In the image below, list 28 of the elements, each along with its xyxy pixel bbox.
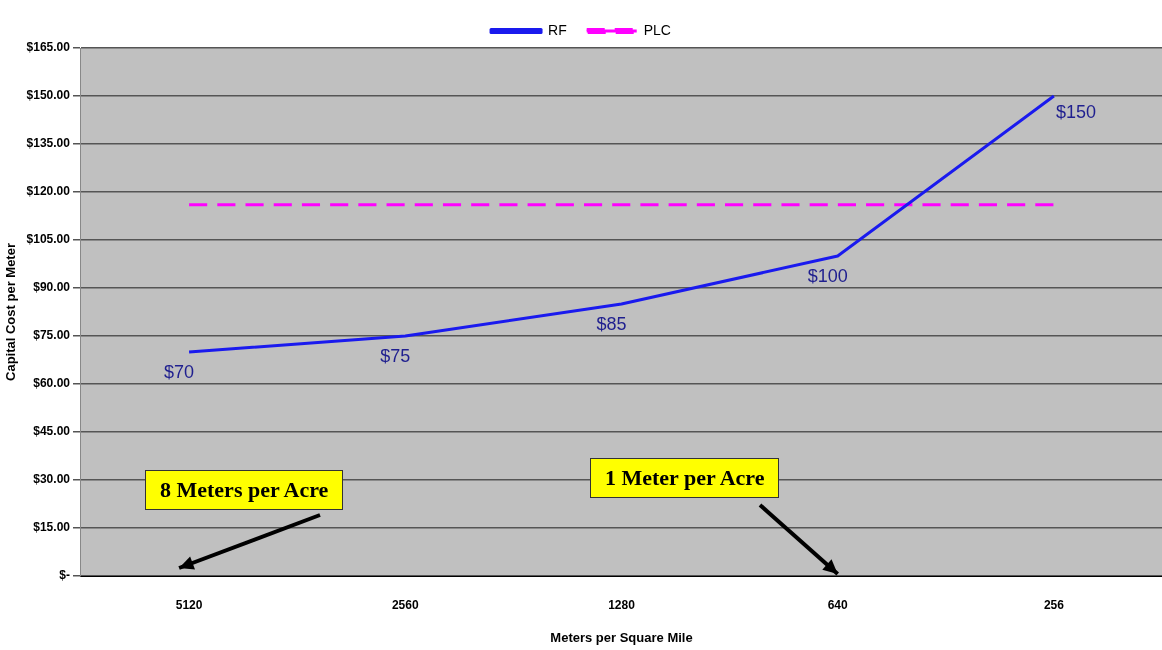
data-label: $75: [380, 345, 411, 366]
x-axis-title: Meters per Square Mile: [550, 629, 693, 645]
y-axis-title: Capital Cost per Meter: [3, 243, 19, 381]
legend-label: RF: [548, 21, 567, 38]
annotation: 1 Meter per Acre: [590, 458, 780, 498]
x-tick-label: 2560: [391, 597, 419, 612]
y-tick-label: $150.00: [26, 88, 71, 103]
y-tick-label: $90.00: [33, 280, 71, 295]
data-label: $100: [807, 265, 848, 286]
data-label: $150: [1055, 101, 1096, 122]
y-tick-label: $120.00: [26, 184, 71, 199]
legend-label: PLC: [643, 21, 671, 38]
y-tick-label: $15.00: [33, 520, 71, 535]
x-tick-label: 5120: [175, 597, 203, 612]
y-tick-label: $165.00: [26, 40, 71, 55]
data-label: $85: [596, 313, 627, 334]
x-tick-label: 640: [827, 597, 849, 612]
annotation: 8 Meters per Acre: [145, 470, 344, 510]
y-tick-label: $75.00: [33, 328, 71, 343]
x-tick-label: 256: [1043, 597, 1065, 612]
y-tick-label: $-: [59, 568, 70, 583]
x-tick-label: 1280: [608, 597, 636, 612]
y-tick-label: $105.00: [26, 232, 71, 247]
y-tick-label: $30.00: [33, 472, 71, 487]
y-tick-label: $60.00: [33, 376, 71, 391]
y-tick-label: $45.00: [33, 424, 71, 439]
data-label: $70: [164, 361, 195, 382]
y-tick-label: $135.00: [26, 136, 71, 151]
